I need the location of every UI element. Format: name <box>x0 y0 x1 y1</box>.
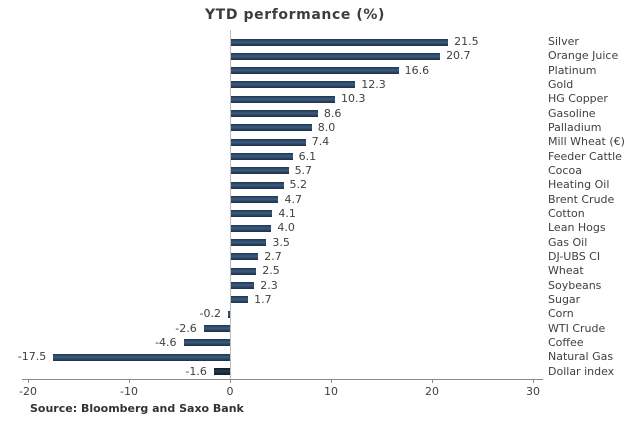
bar-heating-oil <box>231 181 284 189</box>
value-label: 12.3 <box>361 77 386 91</box>
category-label: Cocoa <box>548 163 582 177</box>
value-label: 20.7 <box>446 49 471 63</box>
bar-hg-copper <box>231 95 336 103</box>
x-tick-label: 0 <box>226 385 234 398</box>
bar-silver <box>231 38 449 46</box>
bar-palladium <box>231 124 312 132</box>
category-label: Sugar <box>548 292 581 306</box>
category-label: Gas Oil <box>548 235 588 249</box>
value-label: -4.6 <box>155 335 177 349</box>
category-label: Gasoline <box>548 106 596 120</box>
bar-brent-crude <box>231 196 279 204</box>
bar-wheat <box>231 267 257 275</box>
category-label: Cotton <box>548 206 585 220</box>
bar-gas-oil <box>231 239 267 247</box>
category-label: Palladium <box>548 120 602 134</box>
category-label: WTI Crude <box>548 321 606 335</box>
bar-corn <box>227 310 230 318</box>
category-label: Lean Hogs <box>548 221 606 235</box>
category-label: Coffee <box>548 335 584 349</box>
bar-dj-ubs-ci <box>231 253 259 261</box>
bar-gold <box>231 81 356 89</box>
value-label: 4.7 <box>284 192 302 206</box>
x-tick-label: 30 <box>526 385 540 398</box>
source-note: Source: Bloomberg and Saxo Bank <box>30 402 244 415</box>
chart-title: YTD performance (%) <box>204 7 386 23</box>
zero-gridline <box>230 30 231 379</box>
category-label: Soybeans <box>548 278 602 292</box>
bar-dollar-index <box>213 368 230 376</box>
x-axis-line <box>22 379 543 380</box>
value-label: 5.7 <box>294 163 313 177</box>
category-label: Feeder Cattle <box>548 149 622 163</box>
category-label: Dollar index <box>548 364 615 378</box>
value-label: 16.6 <box>404 63 430 77</box>
value-label: 4.1 <box>278 206 296 220</box>
x-tick-mark <box>533 380 534 383</box>
bar-platinum <box>231 67 399 75</box>
x-tick-mark <box>230 380 231 383</box>
value-label: 2.5 <box>262 264 280 278</box>
x-tick-mark <box>129 380 130 383</box>
value-label: 2.7 <box>264 249 282 263</box>
value-label: 2.3 <box>260 278 278 292</box>
bar-gasoline <box>231 110 318 118</box>
bar-feeder-cattle <box>231 153 293 161</box>
value-label: -1.6 <box>185 364 207 378</box>
category-label: DJ-UBS CI <box>548 249 601 263</box>
value-label: 5.2 <box>289 178 308 192</box>
x-tick-label: -20 <box>19 385 37 398</box>
value-label: 6.1 <box>298 149 317 163</box>
value-label: 3.5 <box>272 235 290 249</box>
category-label: Wheat <box>548 264 584 278</box>
category-label: Orange Juice <box>548 49 619 63</box>
x-tick-mark <box>28 380 29 383</box>
value-label: 8.6 <box>323 106 342 120</box>
bar-wti-crude <box>203 325 230 333</box>
value-label: 1.7 <box>254 292 272 306</box>
value-label: -0.2 <box>199 307 221 321</box>
bar-mill-wheat- <box>231 138 306 146</box>
category-label: Silver <box>548 35 579 48</box>
x-tick-label: 10 <box>324 385 338 398</box>
value-label: 21.5 <box>454 35 479 48</box>
x-tick-label: -10 <box>120 385 138 398</box>
bar-coffee <box>183 339 230 347</box>
category-label: HG Copper <box>548 92 608 106</box>
category-label: Mill Wheat (€) <box>548 135 625 149</box>
bar-sugar <box>231 296 249 304</box>
bar-cotton <box>231 210 273 218</box>
category-label: Heating Oil <box>548 178 610 192</box>
category-label: Natural Gas <box>548 350 614 364</box>
category-label: Brent Crude <box>548 192 615 206</box>
bar-lean-hogs <box>231 224 272 232</box>
bar-soybeans <box>231 282 255 290</box>
x-tick-label: 20 <box>425 385 439 398</box>
value-label: -17.5 <box>17 350 47 364</box>
category-label: Platinum <box>548 63 597 77</box>
bar-cocoa <box>231 167 289 175</box>
category-label: Corn <box>548 307 574 321</box>
value-label: 7.4 <box>311 135 330 149</box>
x-tick-mark <box>331 380 332 383</box>
bar-orange-juice <box>231 52 441 60</box>
category-label: Gold <box>548 77 574 91</box>
value-label: 10.3 <box>341 92 366 106</box>
value-label: 8.0 <box>317 120 336 134</box>
x-tick-mark <box>432 380 433 383</box>
value-label: 4.0 <box>277 221 295 235</box>
value-label: -2.6 <box>175 321 197 335</box>
bar-natural-gas <box>53 353 230 361</box>
